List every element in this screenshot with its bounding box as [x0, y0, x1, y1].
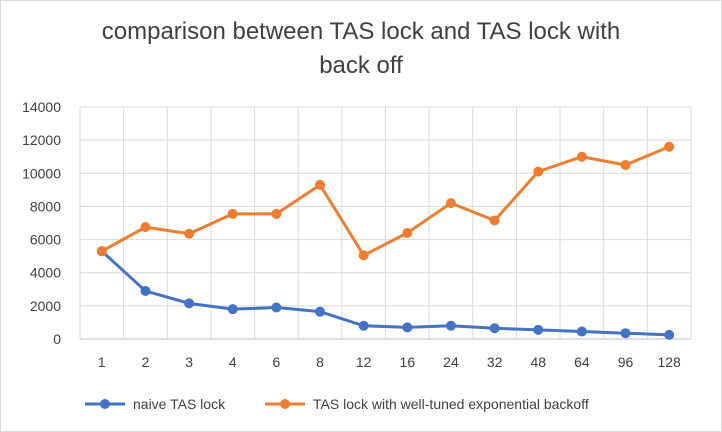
data-point-naive-tas-lock-6 — [271, 302, 282, 313]
x-tick-label-48: 48 — [530, 354, 546, 370]
y-tick-label-6000: 6000 — [30, 232, 61, 248]
data-point-tas-lock-backoff-96 — [620, 160, 631, 170]
data-point-tas-lock-backoff-6 — [271, 208, 282, 219]
data-point-naive-tas-lock-64 — [576, 326, 587, 337]
chart-title-line-2: back off — [319, 52, 403, 79]
legend-item-tas-lock-backoff: TAS lock with well-tuned exponential bac… — [263, 390, 589, 418]
data-point-naive-tas-lock-3 — [184, 298, 195, 309]
y-tick-label-12000: 12000 — [22, 132, 61, 148]
data-point-tas-lock-backoff-3 — [184, 228, 195, 239]
legend-item-naive-tas-lock: naive TAS lock — [83, 390, 225, 418]
x-tick-label-128: 128 — [657, 354, 681, 370]
data-point-tas-lock-backoff-64 — [576, 151, 587, 162]
x-tick-label-4: 4 — [229, 354, 237, 370]
y-tick-label-4000: 4000 — [30, 265, 61, 281]
data-point-naive-tas-lock-4 — [227, 304, 238, 315]
y-tick-label-0: 0 — [53, 331, 61, 347]
chart-title-line-1: comparison between TAS lock and TAS lock… — [101, 18, 621, 45]
y-tick-label-10000: 10000 — [22, 165, 61, 181]
data-point-naive-tas-lock-48 — [533, 324, 544, 335]
x-tick-label-24: 24 — [443, 354, 459, 370]
data-point-naive-tas-lock-2 — [140, 285, 151, 296]
x-tick-label-64: 64 — [574, 354, 590, 370]
data-point-tas-lock-backoff-12 — [358, 250, 369, 261]
data-point-naive-tas-lock-24 — [445, 320, 456, 331]
legend-dot-naive — [100, 399, 110, 409]
data-point-naive-tas-lock-128 — [664, 329, 675, 340]
y-tick-label-14000: 14000 — [22, 99, 61, 115]
x-tick-label-96: 96 — [618, 354, 634, 370]
x-tick-label-16: 16 — [400, 354, 416, 370]
data-point-tas-lock-backoff-4 — [227, 208, 238, 219]
x-tick-label-12: 12 — [356, 354, 372, 370]
data-point-tas-lock-backoff-128 — [664, 141, 675, 152]
data-point-tas-lock-backoff-2 — [140, 222, 151, 233]
x-tick-label-2: 2 — [142, 354, 150, 370]
x-tick-label-3: 3 — [185, 354, 193, 370]
data-point-naive-tas-lock-12 — [358, 320, 369, 331]
data-point-naive-tas-lock-16 — [402, 322, 413, 333]
data-point-tas-lock-backoff-32 — [489, 215, 500, 226]
data-point-tas-lock-backoff-24 — [445, 198, 456, 209]
legend-label-tas-lock-backoff: TAS lock with well-tuned exponential bac… — [313, 396, 589, 412]
chart-title: comparison between TAS lock and TAS lock… — [61, 15, 661, 83]
y-tick-label-8000: 8000 — [30, 198, 61, 214]
data-point-tas-lock-backoff-1 — [96, 246, 107, 257]
data-point-tas-lock-backoff-16 — [402, 227, 413, 238]
series-line-naive-tas-lock — [100, 249, 671, 337]
x-tick-label-32: 32 — [487, 354, 503, 370]
x-tick-label-6: 6 — [272, 354, 280, 370]
legend-dot-backoff — [280, 399, 290, 409]
x-tick-label-1: 1 — [98, 354, 106, 370]
legend-marker-tas-lock-backoff — [265, 399, 305, 409]
data-point-naive-tas-lock-96 — [620, 328, 631, 339]
x-tick-label-8: 8 — [316, 354, 324, 370]
data-point-tas-lock-backoff-48 — [533, 166, 544, 177]
y-tick-label-2000: 2000 — [30, 298, 61, 314]
data-point-tas-lock-backoff-8 — [315, 179, 326, 190]
legend-marker-naive-tas-lock — [85, 399, 125, 409]
legend-label-naive-tas-lock: naive TAS lock — [133, 396, 226, 412]
legend: naive TAS lock TAS lock with well-tuned … — [1, 390, 721, 418]
data-point-naive-tas-lock-8 — [315, 306, 326, 317]
series-line-tas-lock-backoff — [100, 145, 671, 257]
data-point-naive-tas-lock-32 — [489, 323, 500, 334]
